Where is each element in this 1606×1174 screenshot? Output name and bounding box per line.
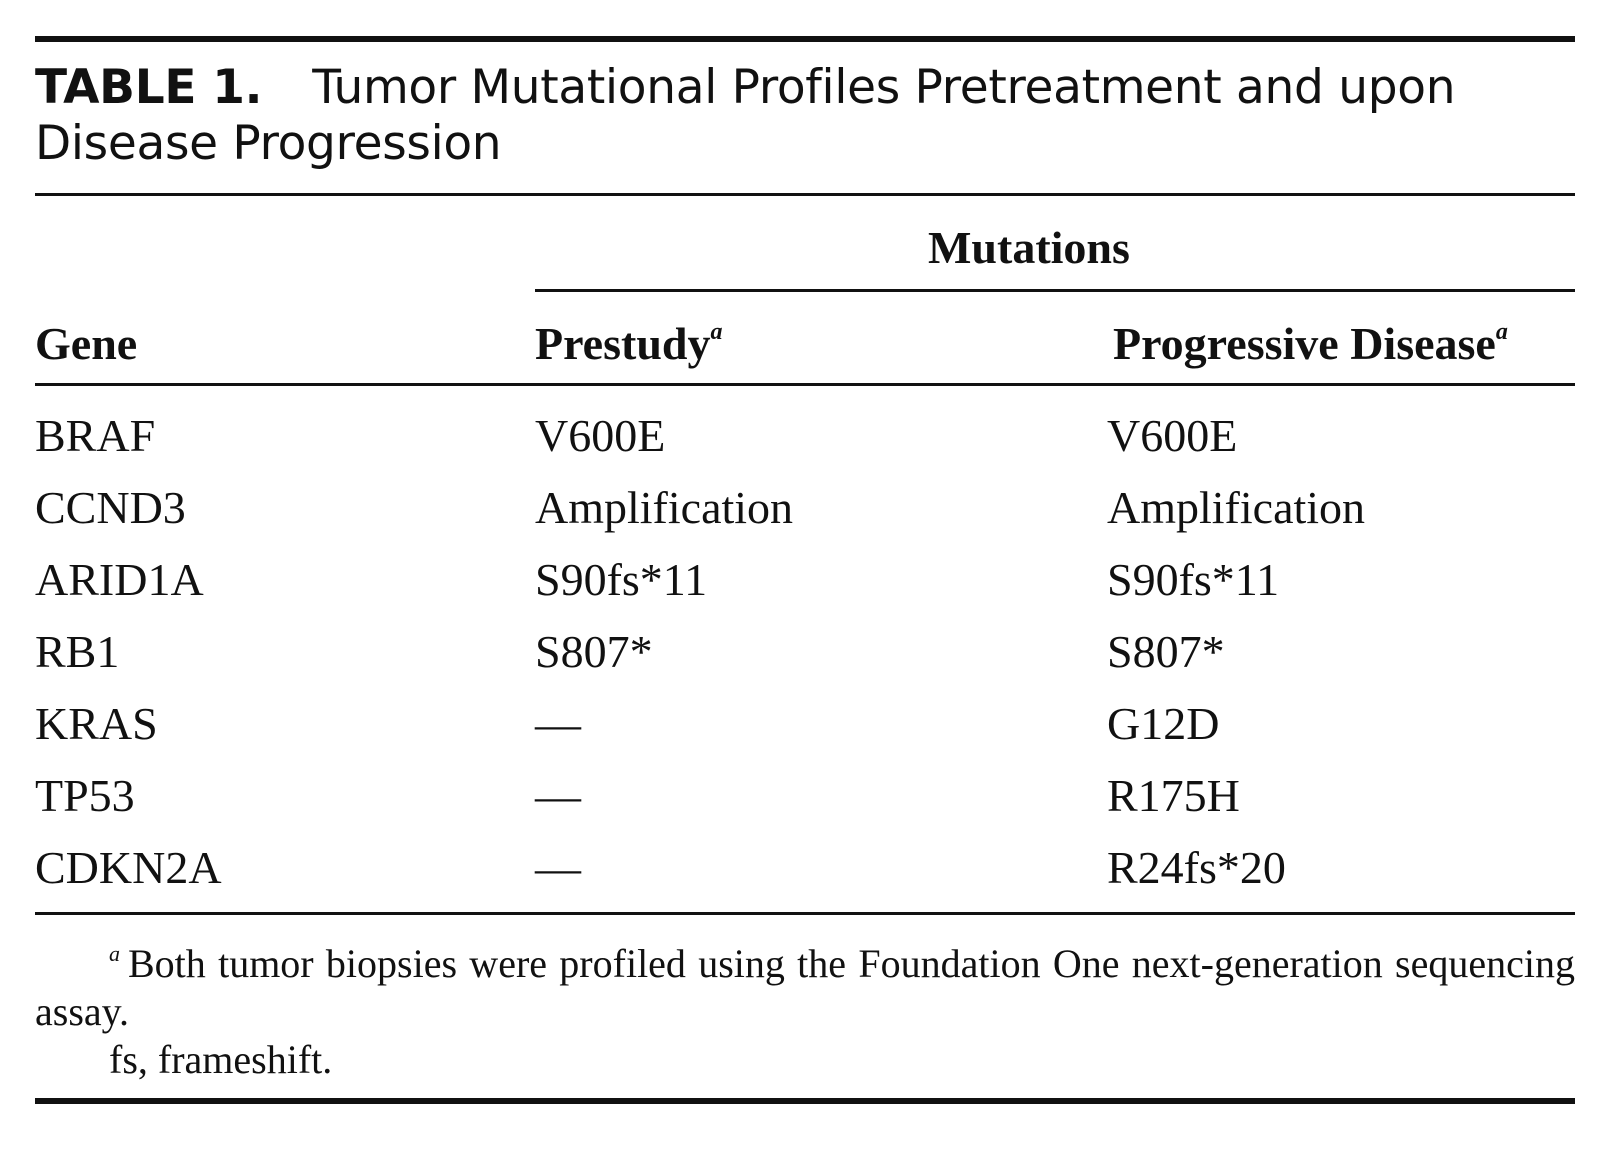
progressive-cell: R175H xyxy=(1107,770,1240,821)
prestudy-cell: S807* xyxy=(535,626,653,677)
mutations-spanner-header: Mutations xyxy=(928,222,1130,273)
table-title: Tumor Mutational Profiles Pretreatment a… xyxy=(35,60,1456,171)
prestudy-cell: Amplification xyxy=(535,482,794,533)
progressive-cell: R24fs*20 xyxy=(1107,842,1286,893)
gene-cell: CCND3 xyxy=(35,482,186,533)
top-rule xyxy=(35,36,1575,42)
prestudy-cell: — xyxy=(535,770,581,821)
spanner-rule xyxy=(535,289,1575,292)
footnote-marker: a xyxy=(1495,319,1508,345)
column-header-progressive-disease: Progressive Diseasea xyxy=(1113,318,1508,369)
prestudy-cell: V600E xyxy=(535,410,666,461)
body-rule xyxy=(35,912,1575,915)
caption-rule xyxy=(35,193,1575,196)
footnote-abbreviation: fs, frameshift. xyxy=(109,1037,333,1082)
footnote-a-text: Both tumor biopsies were profiled using … xyxy=(35,941,1575,1034)
prestudy-cell: S90fs*11 xyxy=(535,554,708,605)
footnote-marker: a xyxy=(710,319,723,345)
prestudy-cell: — xyxy=(535,698,581,749)
progressive-cell: S90fs*11 xyxy=(1107,554,1280,605)
gene-cell: CDKN2A xyxy=(35,842,222,893)
progressive-cell: V600E xyxy=(1107,410,1238,461)
table-caption: TABLE 1. Tumor Mutational Profiles Pretre… xyxy=(35,60,1575,172)
gene-cell: RB1 xyxy=(35,626,120,677)
footnote-a: a Both tumor biopsies were profiled using… xyxy=(35,940,1575,1036)
table-footnotes: a Both tumor biopsies were profiled using… xyxy=(35,940,1575,1084)
column-header-prestudy: Prestudya xyxy=(535,318,723,369)
gene-cell: KRAS xyxy=(35,698,158,749)
progressive-cell: G12D xyxy=(1107,698,1220,749)
header-rule xyxy=(35,383,1575,386)
progressive-cell: Amplification xyxy=(1107,482,1366,533)
prestudy-cell: — xyxy=(535,842,581,893)
bottom-rule xyxy=(35,1098,1575,1104)
gene-cell: ARID1A xyxy=(35,554,204,605)
column-header-gene: Gene xyxy=(35,318,138,369)
progressive-cell: S807* xyxy=(1107,626,1225,677)
table-label: TABLE 1. xyxy=(35,60,263,115)
gene-cell: TP53 xyxy=(35,770,135,821)
gene-cell: BRAF xyxy=(35,410,156,461)
footnote-a-marker: a xyxy=(109,941,120,966)
